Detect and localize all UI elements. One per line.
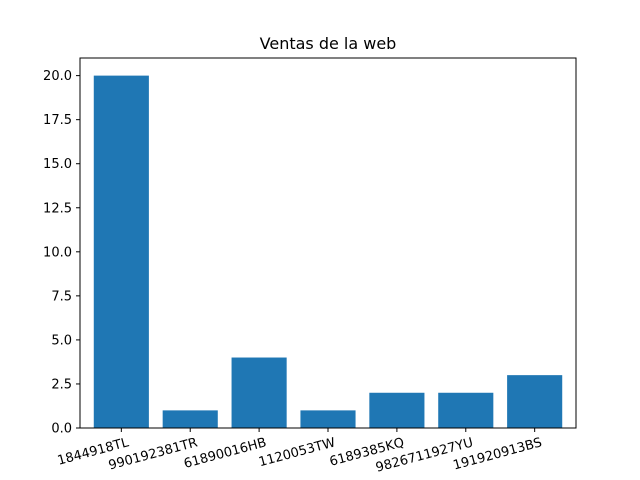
y-tick-label: 7.5 — [51, 289, 72, 304]
x-axis: 1844918TL990192381TR61890016HB1120053TW6… — [56, 428, 544, 476]
y-axis: 0.0 2.5 5.0 7.5 10.0 12.5 15.0 17.5 20.0 — [43, 69, 80, 437]
chart-title: Ventas de la web — [260, 34, 397, 53]
y-tick-label: 5.0 — [51, 333, 72, 348]
y-tick-label: 2.5 — [51, 377, 72, 392]
y-tick-label: 17.5 — [43, 113, 72, 128]
bar-1120053TW — [300, 410, 356, 428]
bar-9826711927YU — [438, 392, 494, 428]
y-tick-label: 12.5 — [43, 201, 72, 216]
y-tick-label: 10.0 — [43, 245, 72, 260]
plot-frame — [79, 57, 577, 429]
bar-1844918TL — [93, 75, 149, 428]
bar-191920913BS — [507, 375, 563, 428]
x-tick-label: 1120053TW — [257, 435, 337, 470]
y-tick-label: 15.0 — [43, 157, 72, 172]
y-tick-label: 0.0 — [51, 422, 72, 437]
bar-990192381TR — [162, 410, 218, 428]
bar-61890016HB — [231, 357, 287, 428]
bar-6189385KQ — [369, 392, 425, 428]
bars-group — [93, 75, 563, 428]
y-tick-label: 20.0 — [43, 69, 72, 84]
